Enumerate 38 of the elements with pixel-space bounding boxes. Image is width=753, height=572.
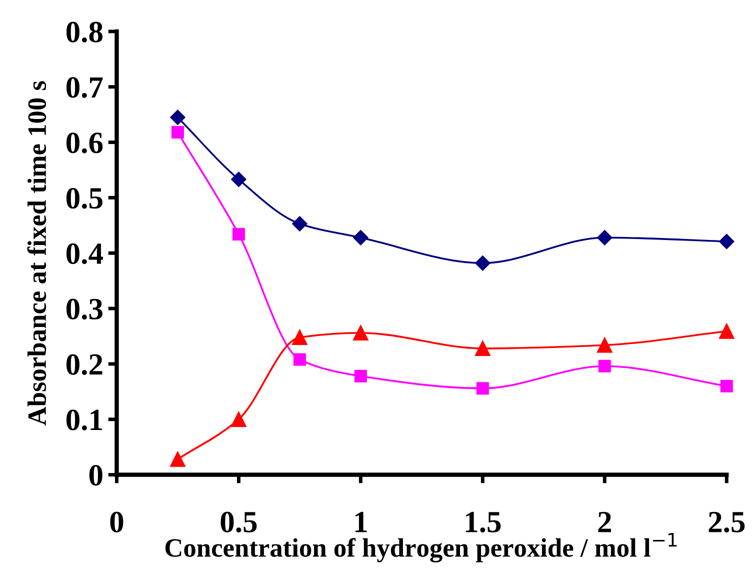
x-tick-label: 0 bbox=[110, 512, 124, 532]
point bbox=[292, 216, 308, 232]
point bbox=[170, 452, 186, 467]
x-tick-label: 2 bbox=[598, 512, 611, 532]
y-axis-title: Absorbance at fixed time 100 s bbox=[27, 81, 46, 426]
y-tick-label: 0.8 bbox=[66, 22, 103, 42]
point bbox=[353, 325, 368, 341]
x-axis-title: Concentration of hydrogen peroxide / mol l$^{−1}$ bbox=[165, 533, 677, 562]
point bbox=[354, 370, 367, 382]
point bbox=[597, 230, 612, 246]
y-tick-label: 0.3 bbox=[66, 298, 102, 320]
point bbox=[720, 380, 733, 392]
y-tick-label: 0.4 bbox=[66, 243, 103, 264]
point bbox=[598, 360, 611, 372]
x-tick-label: 1 bbox=[355, 512, 367, 532]
y-tick-label: 0.2 bbox=[66, 354, 102, 375]
point bbox=[231, 412, 246, 427]
point bbox=[353, 230, 368, 246]
point bbox=[719, 324, 734, 339]
y-tick-label: 0.1 bbox=[66, 410, 102, 430]
y-tick-label: 0 bbox=[89, 465, 102, 486]
y-tick-label: 0.6 bbox=[66, 132, 103, 154]
point bbox=[475, 340, 490, 356]
x-tick-label: 0.5 bbox=[220, 512, 257, 533]
x-tick-label: 1.5 bbox=[466, 512, 501, 533]
y-tick-label: 0.5 bbox=[66, 188, 102, 209]
x-tick-label: 2.5 bbox=[708, 512, 745, 533]
point bbox=[719, 234, 734, 250]
y-tick-label: 0.7 bbox=[66, 77, 103, 98]
point bbox=[171, 126, 184, 139]
point bbox=[170, 110, 186, 125]
point bbox=[597, 337, 612, 353]
point bbox=[476, 382, 489, 395]
point bbox=[292, 330, 308, 345]
point bbox=[293, 353, 306, 366]
point bbox=[232, 228, 245, 241]
point bbox=[475, 256, 490, 271]
point bbox=[231, 172, 246, 187]
